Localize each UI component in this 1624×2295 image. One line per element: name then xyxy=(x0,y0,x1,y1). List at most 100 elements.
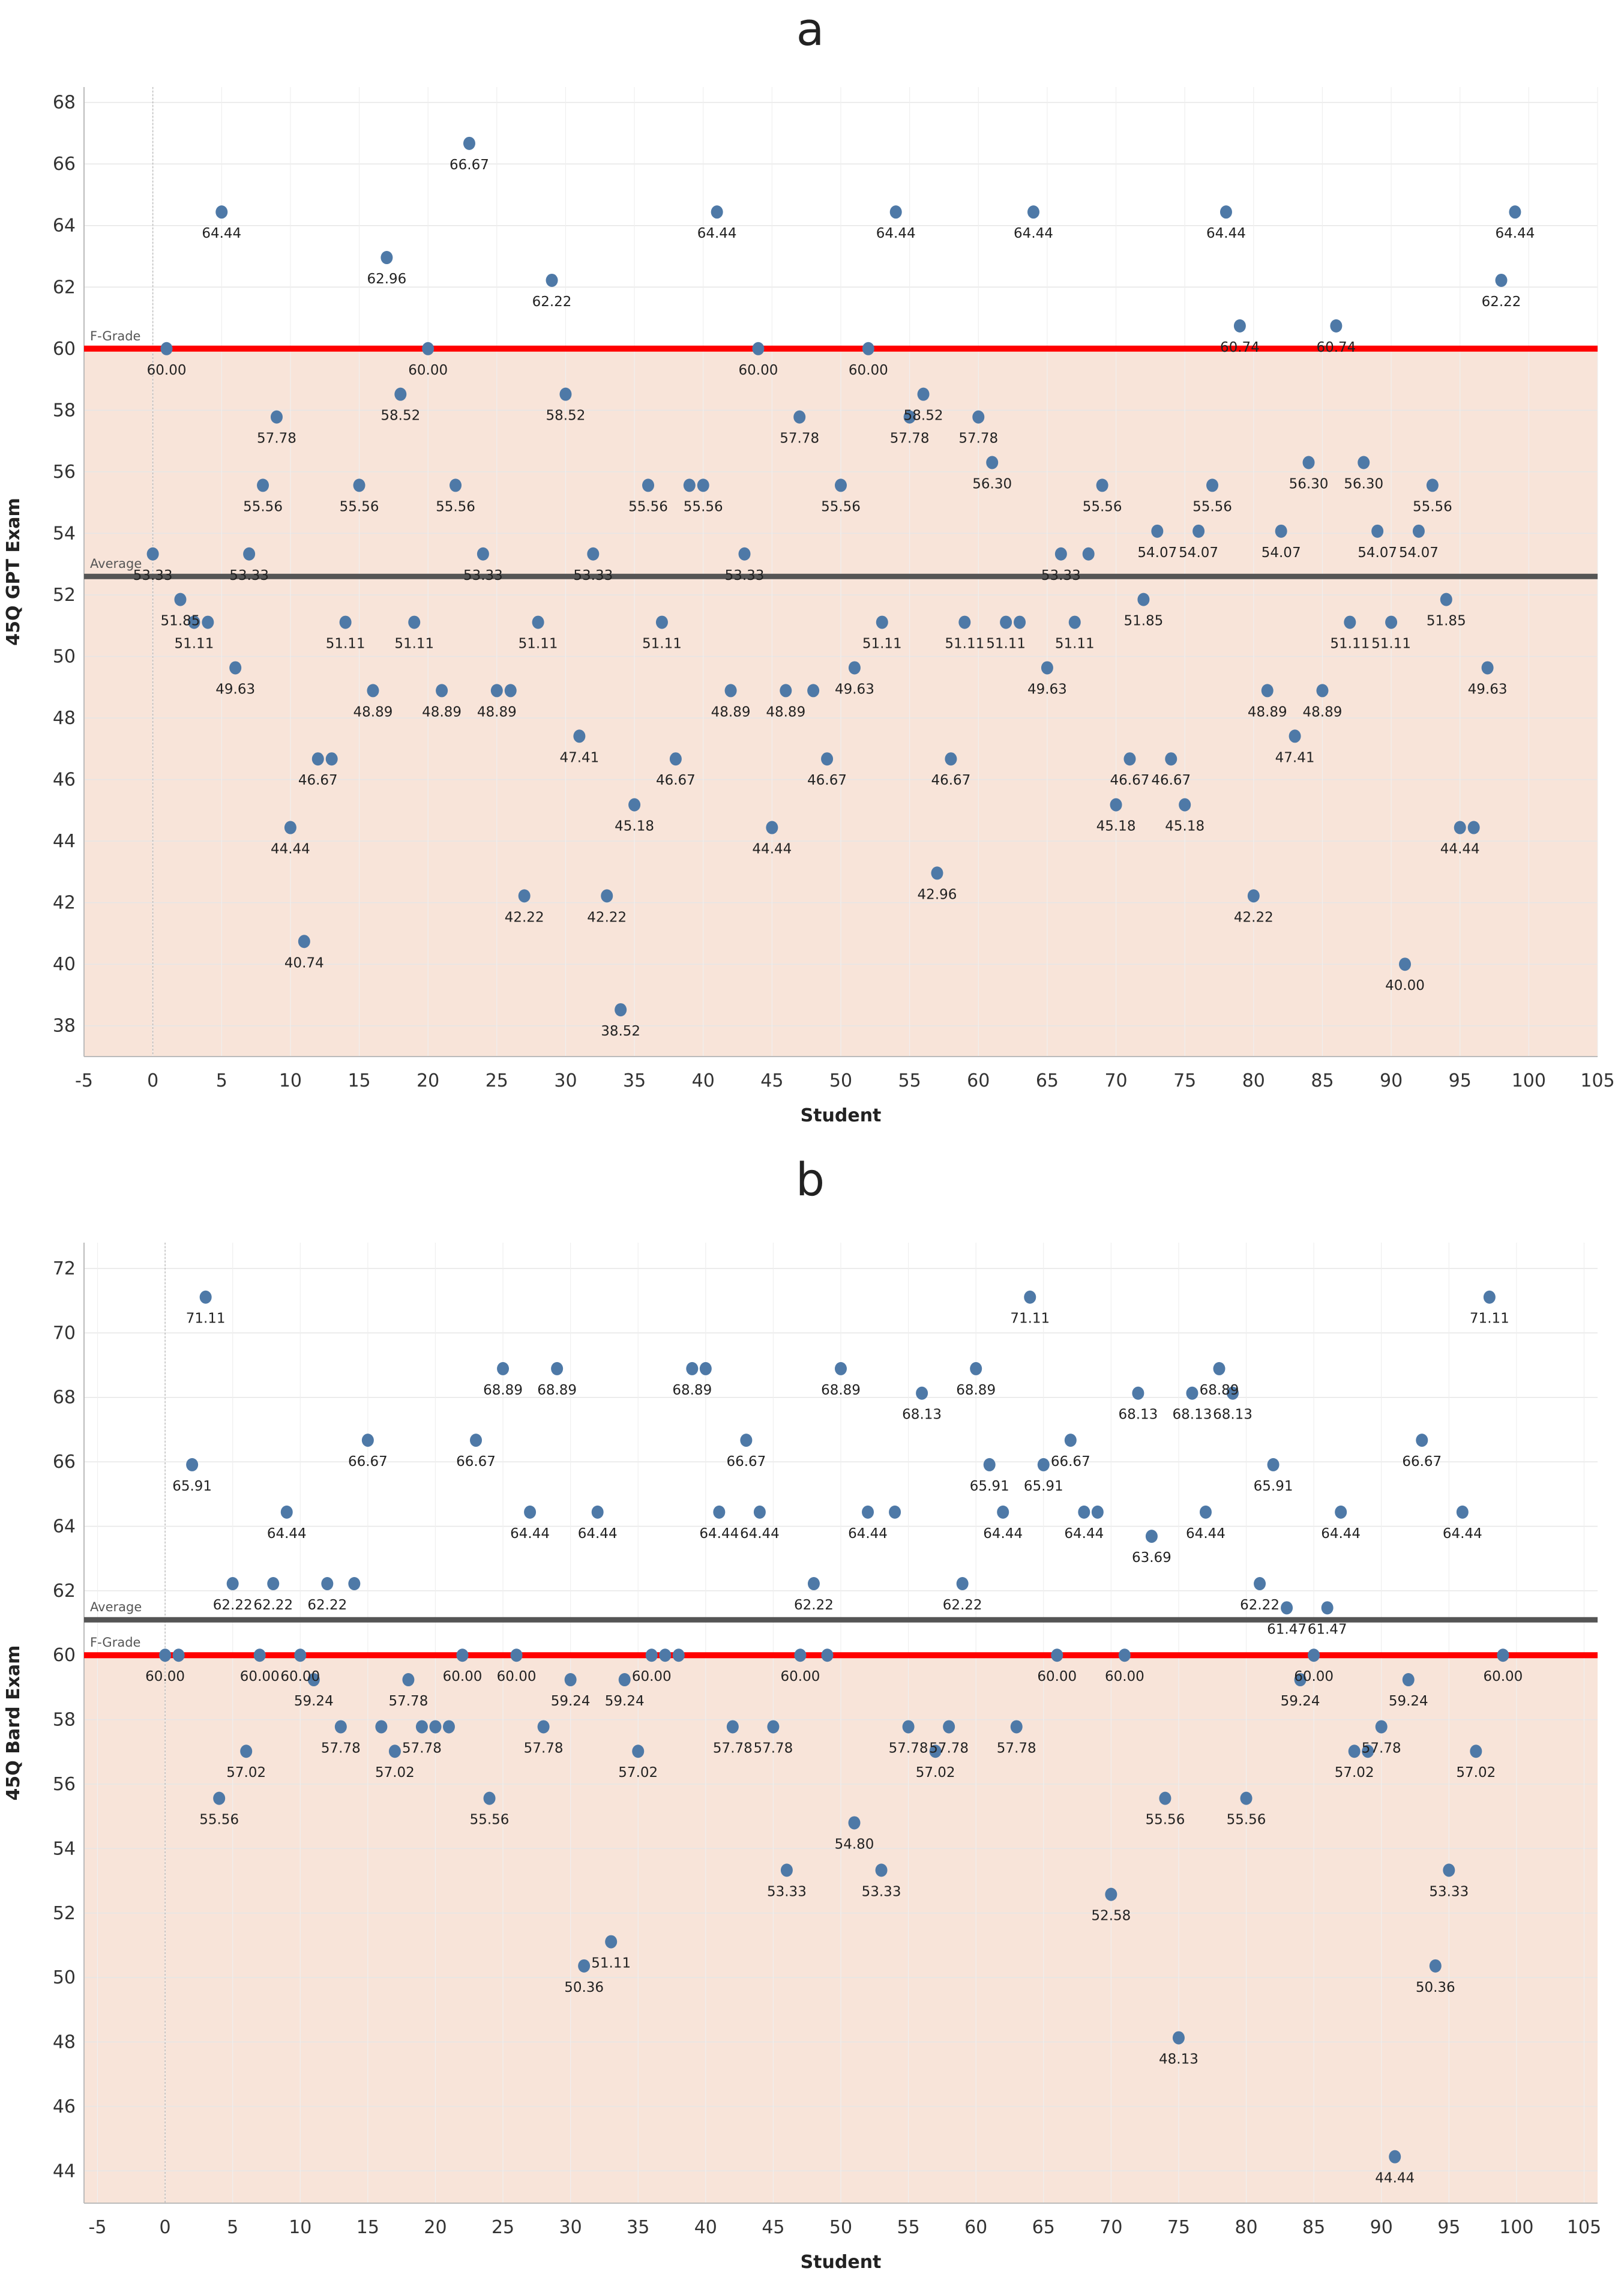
data-label: 62.96 xyxy=(367,271,406,287)
data-label: 55.56 xyxy=(470,1812,510,1828)
data-point xyxy=(456,1648,469,1662)
data-label: 50.36 xyxy=(1416,1980,1455,1995)
data-point xyxy=(213,1791,226,1805)
data-label: 68.13 xyxy=(1118,1407,1158,1423)
y-tick-label: 66 xyxy=(53,1452,76,1473)
data-point xyxy=(591,1505,604,1519)
x-tick-label: 5 xyxy=(227,2217,238,2238)
x-axis-title: Student xyxy=(801,2252,882,2273)
data-point xyxy=(986,456,999,469)
data-label: 61.47 xyxy=(1267,1621,1307,1637)
data-label: 42.96 xyxy=(918,887,957,902)
data-point xyxy=(753,1505,766,1519)
data-point xyxy=(394,387,407,401)
data-point xyxy=(713,1505,726,1519)
data-label: 60.00 xyxy=(1105,1669,1144,1684)
x-tick-label: 105 xyxy=(1567,2217,1601,2238)
data-label: 66.67 xyxy=(1402,1454,1442,1470)
x-tick-label: 50 xyxy=(829,2217,852,2238)
data-point xyxy=(1254,1577,1266,1591)
data-point xyxy=(450,478,462,492)
y-tick-label: 52 xyxy=(53,1903,76,1924)
data-point xyxy=(766,821,778,834)
data-point xyxy=(876,615,888,629)
data-label: 60.00 xyxy=(781,1669,820,1684)
data-label: 64.44 xyxy=(1206,226,1246,241)
data-point xyxy=(436,684,448,698)
data-label: 49.63 xyxy=(835,681,874,697)
data-label: 50.36 xyxy=(564,1980,604,1995)
data-label: 57.78 xyxy=(780,431,819,447)
data-point xyxy=(724,684,737,698)
data-point xyxy=(1068,615,1081,629)
y-tick-label: 62 xyxy=(53,1581,76,1602)
x-tick-label: 30 xyxy=(554,1070,577,1091)
x-tick-label: 45 xyxy=(760,1070,783,1091)
data-label: 44.44 xyxy=(271,842,310,857)
data-label: 66.67 xyxy=(348,1454,388,1470)
data-label: 46.67 xyxy=(656,773,696,788)
data-label: 48.89 xyxy=(422,704,462,720)
data-label: 64.44 xyxy=(1186,1526,1226,1542)
data-label: 49.63 xyxy=(215,681,255,697)
data-point xyxy=(1456,1505,1469,1519)
data-label: 46.67 xyxy=(931,773,970,788)
data-label: 61.47 xyxy=(1308,1621,1347,1637)
data-label: 64.44 xyxy=(876,226,916,241)
data-point xyxy=(1064,1434,1077,1447)
data-label: 42.22 xyxy=(505,909,544,925)
data-point xyxy=(226,1577,239,1591)
data-label: 64.44 xyxy=(848,1526,888,1542)
x-tick-label: 100 xyxy=(1512,1070,1546,1091)
data-point xyxy=(848,661,861,675)
data-label: 53.33 xyxy=(573,568,613,584)
data-point xyxy=(1192,524,1205,538)
data-label: 48.89 xyxy=(711,704,751,720)
data-label: 55.56 xyxy=(1413,499,1452,514)
data-point xyxy=(848,1816,861,1830)
y-tick-label: 56 xyxy=(53,462,76,483)
data-label: 64.44 xyxy=(697,226,737,241)
data-label: 64.44 xyxy=(510,1526,550,1542)
data-label: 57.02 xyxy=(1335,1765,1374,1781)
data-label: 60.00 xyxy=(632,1669,672,1684)
data-point xyxy=(1041,661,1053,675)
data-point xyxy=(1172,2031,1185,2045)
y-tick-label: 56 xyxy=(53,1774,76,1795)
data-label: 64.44 xyxy=(1014,226,1053,241)
data-point xyxy=(1481,661,1494,675)
data-point xyxy=(518,889,531,903)
data-point xyxy=(415,1720,428,1734)
data-label: 59.24 xyxy=(294,1693,334,1709)
x-tick-label: 0 xyxy=(147,1070,158,1091)
gpt-exam-scatter-chart: 38 40 42 44 46 48 50 52 54 56 58 60 62 64 66 68 -5 0 5 10 15… xyxy=(3,87,1615,1126)
data-point xyxy=(780,684,792,698)
y-axis-title: 45Q Bard Exam xyxy=(3,1645,24,1801)
data-point xyxy=(1416,1434,1428,1447)
data-label: 57.78 xyxy=(257,431,296,447)
x-tick-label: 60 xyxy=(964,2217,987,2238)
data-point xyxy=(1429,1959,1442,1973)
data-label: 51.11 xyxy=(986,636,1026,652)
data-point xyxy=(659,1648,672,1662)
data-point xyxy=(997,1505,1009,1519)
data-label: 62.22 xyxy=(1482,294,1521,310)
x-tick-label: 95 xyxy=(1449,1070,1472,1091)
data-label: 56.30 xyxy=(1289,476,1329,492)
data-label: 64.44 xyxy=(1064,1526,1104,1542)
data-point xyxy=(1426,478,1439,492)
data-point xyxy=(1321,1601,1334,1615)
data-label: 60.00 xyxy=(1483,1669,1523,1684)
y-tick-label: 54 xyxy=(53,523,76,544)
y-tick-label: 46 xyxy=(53,2096,76,2117)
data-point xyxy=(1267,1458,1280,1471)
x-tick-label: 25 xyxy=(492,2217,514,2238)
y-tick-label: 66 xyxy=(53,154,76,175)
data-label: 60.00 xyxy=(849,363,888,378)
data-label: 57.78 xyxy=(889,1740,928,1756)
data-point xyxy=(1051,1648,1063,1662)
data-label: 55.56 xyxy=(436,499,475,514)
data-point xyxy=(711,205,723,219)
data-label: 51.11 xyxy=(394,636,434,652)
data-point xyxy=(422,342,435,355)
